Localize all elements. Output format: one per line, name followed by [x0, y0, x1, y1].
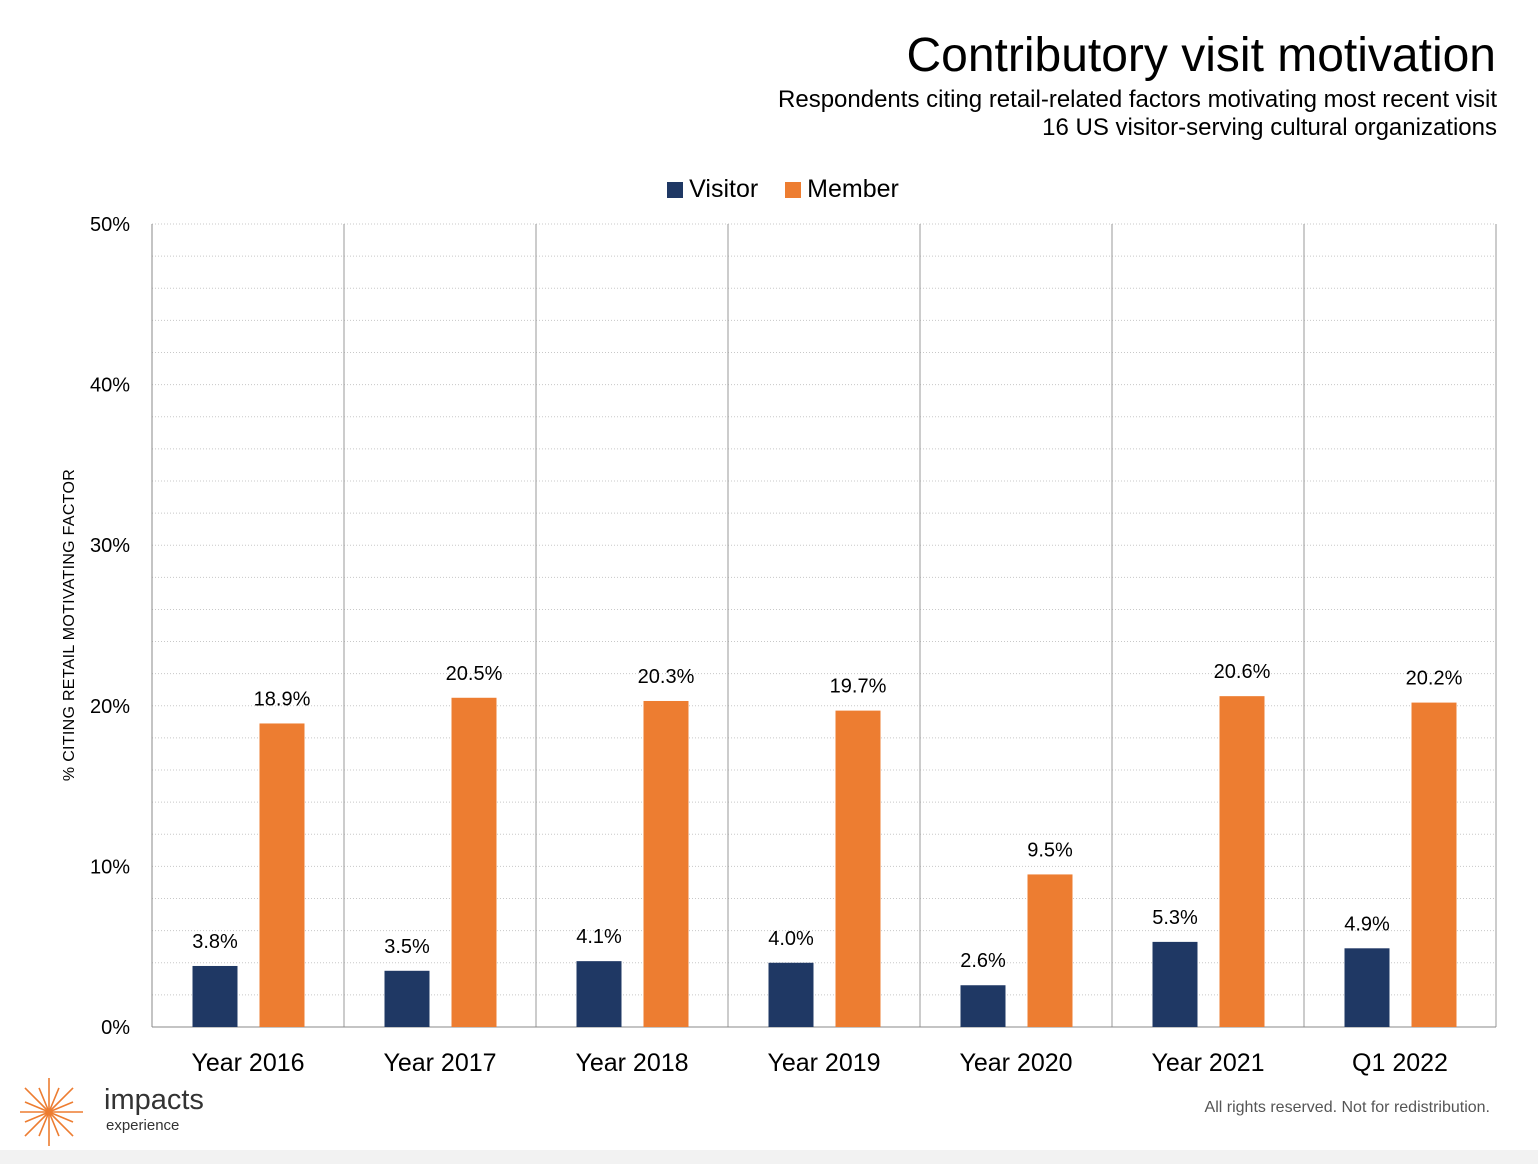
data-label-member: 19.7% — [830, 676, 887, 698]
legend-swatch-visitor — [667, 181, 684, 198]
data-label-member: 20.3% — [638, 666, 695, 688]
legend-label-visitor: Visitor — [689, 175, 759, 203]
bar-visitor — [192, 965, 238, 1027]
sunburst-ray — [24, 1101, 50, 1113]
bar-member — [1027, 874, 1073, 1027]
bar-visitor — [1344, 948, 1390, 1027]
data-label-visitor: 2.6% — [960, 950, 1006, 972]
bar-member — [835, 710, 881, 1027]
chart-subtitle: Respondents citing retail-related factor… — [778, 86, 1497, 113]
data-label-visitor: 3.5% — [384, 936, 430, 958]
data-label-member: 20.6% — [1214, 661, 1271, 683]
sunburst-ray — [38, 1087, 50, 1113]
logo-name: impacts — [104, 1084, 204, 1116]
data-label-visitor: 4.1% — [576, 926, 622, 948]
sunburst-ray — [48, 1111, 74, 1123]
data-label-visitor: 3.8% — [192, 931, 238, 953]
sunburst-ray — [48, 1087, 60, 1113]
y-tick-label: 40% — [90, 375, 130, 397]
y-tick-label: 0% — [101, 1017, 130, 1039]
copyright-notice: All rights reserved. Not for redistribut… — [1204, 1099, 1490, 1116]
legend-label-member: Member — [807, 175, 899, 203]
sunburst-ray — [48, 1101, 74, 1113]
x-tick-label: Year 2016 — [191, 1049, 304, 1077]
logo-tagline: experience — [106, 1117, 180, 1134]
bar-visitor — [768, 962, 814, 1027]
data-label-member: 9.5% — [1027, 839, 1073, 861]
x-tick-label: Year 2021 — [1151, 1049, 1264, 1077]
x-tick-label: Year 2020 — [959, 1049, 1072, 1077]
bar-member — [259, 723, 305, 1027]
sunburst-ray — [24, 1111, 50, 1137]
y-tick-label: 50% — [90, 214, 130, 236]
data-label-visitor: 5.3% — [1152, 907, 1198, 929]
sunburst-logo-icon — [20, 1078, 83, 1146]
sunburst-ray — [48, 1111, 60, 1137]
bottom-strip — [0, 1150, 1538, 1164]
data-label-visitor: 4.0% — [768, 928, 814, 950]
legend: Visitor Member — [0, 175, 1538, 205]
y-tick-label: 20% — [90, 696, 130, 718]
sunburst-ray — [38, 1111, 50, 1137]
legend-swatch-member — [785, 181, 802, 198]
sunburst-ray — [24, 1087, 50, 1113]
data-label-member: 18.9% — [254, 688, 311, 710]
bar-visitor — [576, 961, 622, 1027]
bar-visitor — [1152, 941, 1198, 1027]
data-label-member: 20.2% — [1406, 668, 1463, 690]
x-tick-label: Year 2018 — [575, 1049, 688, 1077]
x-tick-label: Year 2019 — [767, 1049, 880, 1077]
data-label-member: 20.5% — [446, 663, 503, 685]
chart-subtitle-2: 16 US visitor-serving cultural organizat… — [1042, 114, 1497, 141]
sunburst-ray — [24, 1111, 50, 1123]
sunburst-ray — [48, 1087, 74, 1113]
legend-item-member: Member — [785, 175, 899, 204]
x-tick-label: Year 2017 — [383, 1049, 496, 1077]
y-tick-label: 30% — [90, 535, 130, 557]
bar-visitor — [384, 970, 430, 1027]
x-tick-label: Q1 2022 — [1352, 1049, 1448, 1077]
bar-member — [1219, 696, 1265, 1027]
legend-item-visitor: Visitor — [667, 175, 758, 204]
sunburst-ray — [48, 1111, 74, 1137]
data-label-visitor: 4.9% — [1344, 913, 1390, 935]
y-tick-label: 10% — [90, 856, 130, 878]
bar-member — [451, 697, 497, 1027]
bar-member — [643, 700, 689, 1027]
chart-title: Contributory visit motivation — [906, 29, 1496, 82]
bar-visitor — [960, 985, 1006, 1027]
bar-member — [1411, 702, 1457, 1027]
